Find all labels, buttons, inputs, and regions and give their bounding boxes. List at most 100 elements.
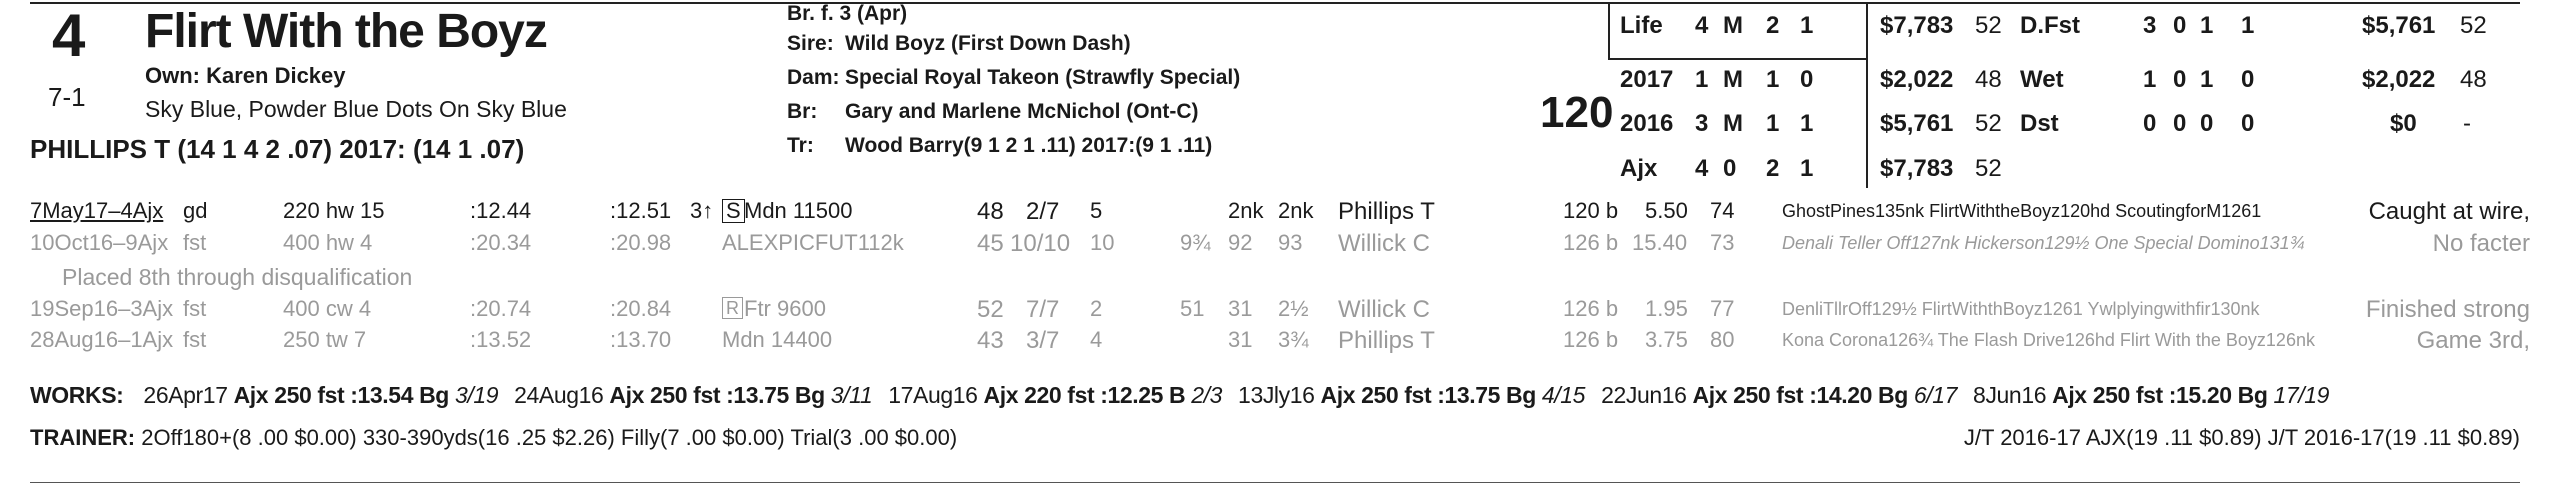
race-speed: 43 <box>977 327 1004 354</box>
race-line: 7May17–4Ajx gd 220 hw 15 :12.44 :12.51 3… <box>0 198 2550 230</box>
stat-places: 1 <box>2200 66 2214 93</box>
work-date: 8Jun16 <box>1973 382 2047 408</box>
stat-speed: 52 <box>1975 12 2002 39</box>
race-distance: 400 hw 4 <box>283 230 373 255</box>
stats-left-border <box>1608 2 1610 58</box>
race-start: 2 <box>1090 296 1103 321</box>
work-distance: 250 fst <box>1733 382 1804 408</box>
morning-line-odds: 7-1 <box>48 82 86 112</box>
race-type: ALEXPICFUT112k <box>722 230 904 255</box>
stat-earnings: $7,783 <box>1880 12 1954 39</box>
stat-places: 0 <box>2200 110 2214 137</box>
work-time: :13.75 <box>1437 382 1501 408</box>
race-type: Mdn 11500 <box>744 198 853 223</box>
race-company-line: Denali Teller Off127nk Hickerson129½ One… <box>1782 233 2305 253</box>
race-fraction-2: :12.51 <box>610 198 672 223</box>
jockey-trainer-stats: J/T 2016-17 AJX(19 .11 $0.89) J/T 2016-1… <box>1963 425 2520 450</box>
stat-shows: 0 <box>2241 66 2255 93</box>
work-distance: 250 fst <box>650 382 721 408</box>
works-line: WORKS: 26Apr17 Ajx 250 fst :13.54 Bg 3/1… <box>30 382 2329 414</box>
work-distance: 220 fst <box>1024 382 1095 408</box>
stat-label: 2017 <box>1620 66 1674 93</box>
race-fraction-2: :20.84 <box>610 296 672 321</box>
race-fraction-2: :20.98 <box>610 230 672 255</box>
work-date: 26Apr17 <box>143 382 228 408</box>
assigned-weight: 120 <box>1540 88 1614 137</box>
work-date: 24Aug16 <box>514 382 604 408</box>
work-date: 13Jly16 <box>1238 382 1315 408</box>
race-jockey: Phillips T <box>1338 327 1435 354</box>
stat-earnings: $5,761 <box>1880 110 1954 137</box>
stat-shows: 0 <box>1800 66 1814 93</box>
race-call-2: 31 <box>1228 327 1253 352</box>
race-fraction-1: :20.34 <box>470 230 532 255</box>
stat-earnings: $0 <box>2390 110 2417 137</box>
stat-places: 2 <box>1766 155 1780 182</box>
race-finish: 3¾ <box>1278 327 1309 352</box>
race-speed-rating: 77 <box>1710 296 1735 321</box>
race-odds: 15.40 <box>1632 230 1688 255</box>
race-weight: 126 b <box>1563 327 1619 352</box>
race-line: 19Sep16–3Ajx fst 400 cw 4 :20.74 :20.84 … <box>0 296 2550 326</box>
work-time: :14.20 <box>1809 382 1873 408</box>
stats-life-underline <box>1608 58 1866 60</box>
race-comment: Caught at wire, <box>2368 198 2530 225</box>
stat-shows: 1 <box>1800 110 1814 137</box>
work-track: Ajx <box>1692 382 1728 408</box>
race-jockey: Willick C <box>1338 296 1430 323</box>
race-condition: gd <box>183 198 208 223</box>
dam: Special Royal Takeon (Strawfly Special) <box>845 66 1241 89</box>
race-speed: 45 <box>977 230 1004 257</box>
work-distance: 250 fst <box>1361 382 1432 408</box>
work-distance: 250 fst <box>274 382 345 408</box>
stat-wins: M <box>1723 110 1743 137</box>
work-track: Ajx <box>233 382 269 408</box>
race-fraction-1: :20.74 <box>470 296 532 321</box>
stat-earnings: $7,783 <box>1880 155 1954 182</box>
race-post-position: 3/7 <box>1026 327 1060 354</box>
race-post-position: 7/7 <box>1026 296 1060 323</box>
stat-wins: 0 <box>2173 12 2187 39</box>
stat-speed: 48 <box>2460 66 2487 93</box>
work-rank: 6/17 <box>1913 382 1958 408</box>
race-fraction-1: :13.52 <box>470 327 532 352</box>
race-start: 5 <box>1090 198 1103 223</box>
race-odds: 3.75 <box>1645 327 1688 352</box>
dam-label: Dam: <box>787 66 840 89</box>
race-age-restriction: 3↑ <box>690 198 714 223</box>
stat-earnings: $2,022 <box>2362 66 2436 93</box>
work-rank: 3/19 <box>454 382 499 408</box>
race-fraction-1: :12.44 <box>470 198 532 223</box>
race-jockey: Phillips T <box>1338 198 1435 225</box>
sire-label: Sire: <box>787 32 834 55</box>
work-time: :12.25 <box>1100 382 1164 408</box>
trainer-label: Tr: <box>787 134 814 157</box>
stat-places: 1 <box>1766 66 1780 93</box>
stat-speed: 52 <box>2460 12 2487 39</box>
breeder-label: Br: <box>787 100 818 123</box>
work-grade: Bg <box>419 382 449 408</box>
trainer-stats: 2Off180+(8 .00 $0.00) 330-390yds(16 .25 … <box>141 425 958 450</box>
work-track: Ajx <box>609 382 645 408</box>
race-post-position: 10/10 <box>1010 230 1071 257</box>
stats-mid-border <box>1866 2 1868 188</box>
top-rule <box>30 2 2520 4</box>
stat-earnings: $5,761 <box>2362 12 2436 39</box>
race-weight: 120 b <box>1563 198 1619 223</box>
race-company-line: Kona Corona126¾ The Flash Drive126hd Fli… <box>1782 330 2315 350</box>
race-condition: fst <box>183 296 207 321</box>
race-finish: 2nk <box>1278 198 1314 223</box>
stat-wins: M <box>1723 66 1743 93</box>
stat-earnings: $2,022 <box>1880 66 1954 93</box>
work-rank: 4/15 <box>1541 382 1586 408</box>
stat-wins: 0 <box>2173 110 2187 137</box>
stat-shows: 1 <box>1800 155 1814 182</box>
race-start: 10 <box>1090 230 1115 255</box>
race-weight: 126 b <box>1563 230 1619 255</box>
stat-label: Life <box>1620 12 1663 39</box>
works-label: WORKS: <box>30 382 124 408</box>
race-distance: 250 tw 7 <box>283 327 367 352</box>
disqualification-note: Placed 8th through disqualification <box>62 264 413 290</box>
stat-speed: 52 <box>1975 155 2002 182</box>
race-comment: Game 3rd, <box>2416 327 2530 354</box>
